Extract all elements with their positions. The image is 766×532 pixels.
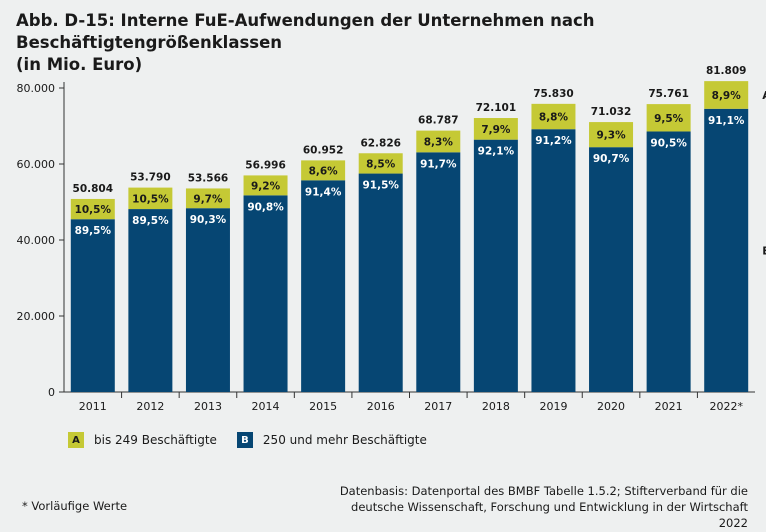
bar-segment-a [243, 175, 288, 196]
bar-segment-a [358, 153, 403, 174]
y-tick-label: 80.000 [17, 82, 56, 95]
bar-segment-b [301, 180, 346, 392]
y-tick-label: 0 [48, 386, 55, 399]
series-end-label-a: A [762, 89, 766, 102]
y-tick-label: 20.000 [17, 310, 56, 323]
source-note: Datenbasis: Datenportal des BMBF Tabelle… [328, 483, 748, 531]
share-label-a: 9,2% [251, 180, 281, 192]
share-label-a: 8,9% [712, 90, 742, 102]
title-line-1: Abb. D-15: Interne FuE-Aufwendungen der … [16, 11, 595, 52]
bar-segment-b [358, 173, 403, 392]
y-tick-label: 40.000 [17, 234, 56, 247]
share-label-b: 91,5% [362, 180, 399, 192]
x-tick-label: 2011 [79, 400, 107, 413]
bar-segment-a [416, 130, 461, 153]
legend-label-b: 250 und mehr Beschäftigte [262, 433, 427, 447]
bar-total-label: 56.996 [245, 159, 286, 171]
bar-total-label: 53.790 [130, 172, 171, 184]
bar-total-label: 72.101 [476, 102, 517, 114]
share-label-a: 7,9% [481, 124, 511, 136]
bar-segment-a [589, 122, 634, 148]
share-label-b: 91,2% [535, 135, 572, 147]
bar-total-label: 81.809 [706, 65, 747, 77]
legend: A bis 249 Beschäftigte B 250 und mehr Be… [68, 432, 447, 448]
share-label-a: 8,5% [366, 158, 396, 170]
x-tick-label: 2022* [709, 400, 743, 413]
source-line-2: deutsche Wissenschaft, Forschung und Ent… [351, 500, 748, 530]
bar-segment-a [531, 103, 576, 130]
share-label-a: 9,3% [596, 130, 626, 142]
x-tick-label: 2015 [309, 400, 337, 413]
bar-segment-b [589, 147, 634, 392]
bar-total-label: 75.761 [648, 88, 689, 100]
x-tick-label: 2013 [194, 400, 222, 413]
x-tick-label: 2012 [136, 400, 164, 413]
bar-segment-b [473, 139, 518, 392]
share-label-a: 9,7% [193, 193, 223, 205]
share-label-a: 9,5% [654, 113, 684, 125]
bar-total-label: 53.566 [188, 172, 229, 184]
bar-total-label: 75.830 [533, 88, 574, 100]
x-tick-label: 2017 [424, 400, 452, 413]
share-label-b: 90,7% [593, 153, 630, 165]
bar-segment-a [128, 187, 173, 210]
footnote: * Vorläufige Werte [22, 499, 128, 513]
share-label-b: 90,5% [650, 137, 687, 149]
share-label-b: 90,8% [247, 201, 284, 213]
bar-segment-b [646, 131, 691, 392]
bar-segment-a [185, 188, 230, 209]
bar-segment-b [704, 108, 749, 392]
bar-segment-a [646, 104, 691, 132]
share-label-a: 8,8% [539, 112, 569, 124]
bar-segment-b [243, 195, 288, 392]
bar-segment-b [416, 152, 461, 392]
legend-item-b: B 250 und mehr Beschäftigte [236, 432, 427, 448]
bar-segment-b [185, 208, 230, 392]
bar-segment-a [704, 81, 749, 109]
bar-total-label: 60.952 [303, 144, 344, 156]
share-label-a: 10,5% [132, 193, 169, 205]
title-line-2: (in Mio. Euro) [16, 55, 143, 74]
x-tick-label: 2020 [597, 400, 625, 413]
bar-total-label: 50.804 [73, 183, 114, 195]
y-tick-label: 60.000 [17, 158, 56, 171]
x-tick-label: 2019 [539, 400, 567, 413]
bar-segment-a [473, 118, 518, 140]
share-label-b: 91,7% [420, 158, 457, 170]
bar-total-label: 62.826 [360, 137, 401, 149]
share-label-a: 10,5% [75, 204, 112, 216]
share-label-a: 8,3% [424, 136, 454, 148]
bar-segment-a [70, 198, 115, 220]
x-tick-label: 2014 [252, 400, 280, 413]
bar-segment-b [531, 129, 576, 392]
bar-segment-a [301, 160, 346, 181]
legend-swatch-a: A [68, 432, 84, 448]
legend-swatch-b: B [236, 432, 253, 448]
chart-title: Abb. D-15: Interne FuE-Aufwendungen der … [16, 10, 756, 76]
legend-item-a: A bis 249 Beschäftigte [68, 432, 217, 448]
share-label-b: 92,1% [478, 146, 515, 158]
x-tick-label: 2021 [655, 400, 683, 413]
bar-segment-b [128, 209, 173, 392]
bar-total-label: 68.787 [418, 115, 459, 127]
series-end-label-b: B [762, 244, 766, 257]
legend-label-a: bis 249 Beschäftigte [94, 433, 217, 447]
share-label-a: 8,6% [309, 165, 339, 177]
x-tick-label: 2018 [482, 400, 510, 413]
share-label-b: 90,3% [190, 214, 227, 226]
bar-total-label: 71.032 [591, 106, 632, 118]
x-tick-label: 2016 [367, 400, 395, 413]
share-label-b: 91,4% [305, 186, 342, 198]
source-line-1: Datenbasis: Datenportal des BMBF Tabelle… [339, 484, 748, 498]
bar-segment-b [70, 219, 115, 392]
share-label-b: 91,1% [708, 115, 745, 127]
share-label-b: 89,5% [132, 215, 169, 227]
share-label-b: 89,5% [75, 225, 112, 237]
stacked-bar-chart: 0 20.000 40.000 60.000 80.000 50.804 10,5% 89,5… [17, 65, 766, 413]
